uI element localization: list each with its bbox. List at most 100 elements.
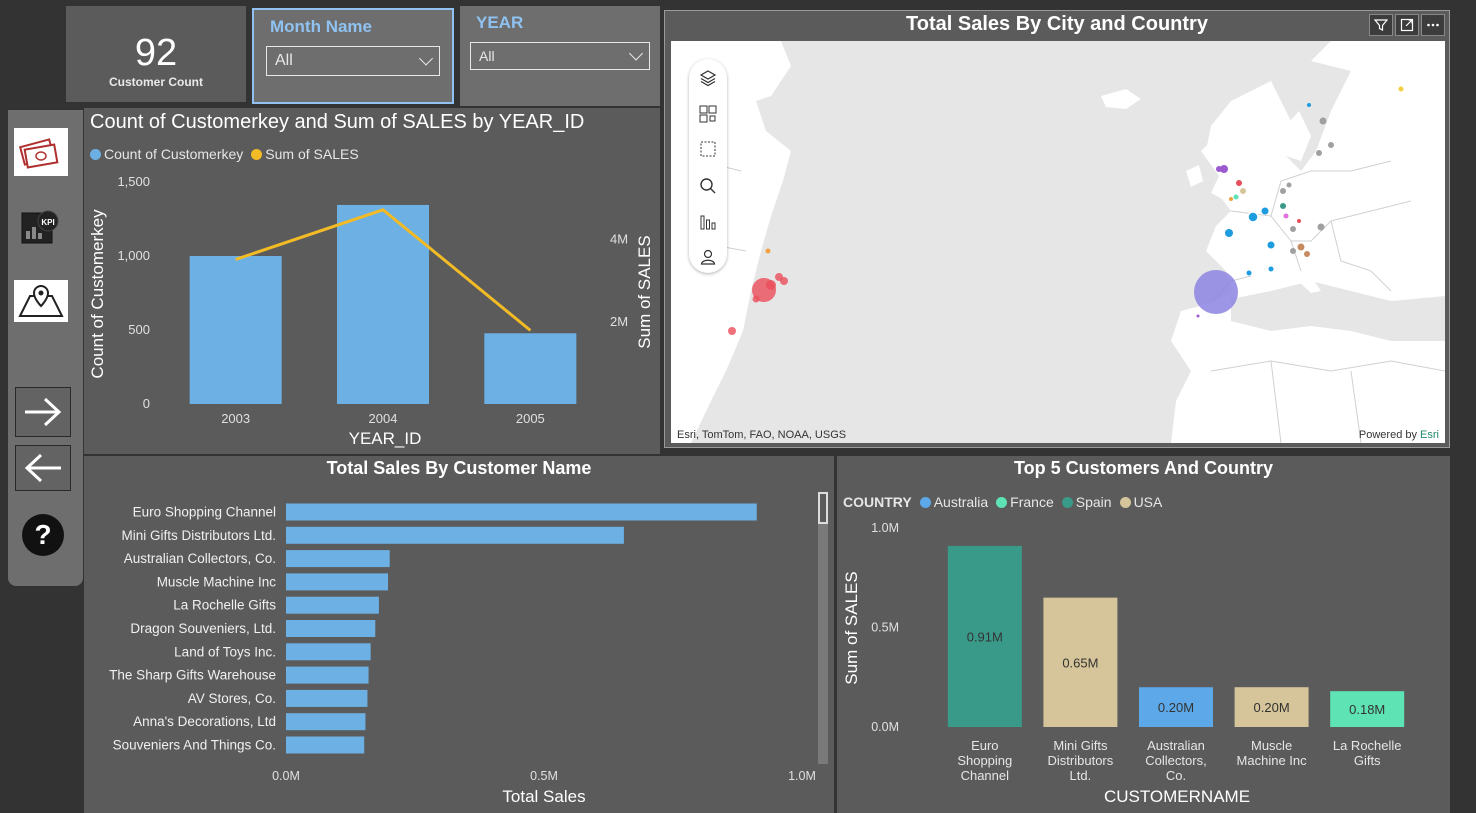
map-bubbles xyxy=(728,86,1404,335)
customer-bar[interactable] xyxy=(286,643,371,661)
top5-title: Top 5 Customers And Country xyxy=(1013,458,1273,478)
top5-bar[interactable] xyxy=(1330,691,1405,727)
x-axis-title: YEAR_ID xyxy=(349,429,422,448)
customer-sales-title: Total Sales By Customer Name xyxy=(326,458,592,478)
x-tick-label: Distributors xyxy=(1048,753,1114,768)
x-tick-label: Machine Inc xyxy=(1237,753,1308,768)
data-label: 0.18M xyxy=(1349,702,1385,717)
map-powered-by: Powered by Esri xyxy=(1358,429,1439,441)
combo-chart: 0 500 1,000 1,500 2M 4M 2003 2004 2005 YEAR_ID Cou… xyxy=(88,174,654,448)
y-axis-title: Count of Customerkey xyxy=(88,209,107,379)
y-tick-label: 0.5M xyxy=(871,621,899,635)
x-tick-label: Australian xyxy=(1147,738,1205,753)
year-dropdown[interactable]: All xyxy=(470,42,650,70)
y-tick-label: 0.0M xyxy=(871,720,899,734)
map-attribution: Esri, TomTom, FAO, NOAA, USGS xyxy=(677,429,847,441)
y-tick-label: 1,500 xyxy=(117,174,150,189)
customer-label: The Sharp Gifts Warehouse xyxy=(109,668,276,683)
customer-count-label: Customer Count xyxy=(109,75,203,89)
arrow-left-icon[interactable] xyxy=(15,445,71,491)
x-tick-label: La Rochelle xyxy=(1333,738,1402,753)
more-options-icon[interactable] xyxy=(1421,14,1445,36)
person-icon[interactable] xyxy=(689,247,727,267)
x-tick-label: Channel xyxy=(961,768,1010,783)
y-tick-label: 0 xyxy=(143,396,150,411)
y-tick-label: 1,000 xyxy=(117,248,150,263)
customer-bar[interactable] xyxy=(286,573,389,591)
bar-2004[interactable] xyxy=(337,204,429,404)
x-tick-label: Shopping xyxy=(957,753,1012,768)
esri-link[interactable]: Esri xyxy=(1420,429,1439,441)
y2-tick-label: 4M xyxy=(610,232,628,247)
month-slicer-title: Month Name xyxy=(270,17,372,36)
x-tick-label: Gifts xyxy=(1354,753,1381,768)
visual-header xyxy=(1367,14,1445,36)
qr-select-icon[interactable] xyxy=(689,104,727,124)
data-label: 0.20M xyxy=(1254,700,1290,715)
sales-icon[interactable] xyxy=(14,128,68,176)
combo-legend: Count of Customerkey Sum of SALES xyxy=(90,146,367,162)
x-tick-label: Collectors, xyxy=(1145,753,1206,768)
map-canvas[interactable]: Esri, TomTom, FAO, NOAA, USGS Powered by… xyxy=(671,41,1445,443)
customer-label: Souveniers And Things Co. xyxy=(113,738,276,753)
combo-chart-panel: Count of Customerkey and Sum of SALES by… xyxy=(84,108,660,454)
y-axis-title: Sum of SALES xyxy=(842,571,861,684)
y2-tick-label: 2M xyxy=(610,314,628,329)
year-slicer-title: YEAR xyxy=(476,13,524,32)
customer-bar[interactable] xyxy=(286,596,379,614)
customer-bar[interactable] xyxy=(286,620,376,637)
search-icon[interactable] xyxy=(689,176,727,196)
customer-count-card: 92 Customer Count xyxy=(66,6,246,102)
legend-spain: Spain xyxy=(1061,494,1112,510)
customer-bar[interactable] xyxy=(286,666,369,684)
customer-sales-chart: Euro Shopping Channel Mini Gifts Distribu… xyxy=(109,503,816,806)
legend-australia: Australia xyxy=(919,494,988,510)
help-icon[interactable]: ? xyxy=(20,512,66,558)
sales-line[interactable] xyxy=(235,208,532,332)
customer-bar[interactable] xyxy=(286,736,365,754)
bar-2005[interactable] xyxy=(484,333,577,404)
customer-bar[interactable] xyxy=(286,503,757,521)
month-dropdown-value: All xyxy=(275,52,293,69)
bubble-madrid xyxy=(1194,270,1238,314)
top5-bar[interactable] xyxy=(1139,687,1213,727)
map-pin-icon[interactable] xyxy=(14,280,68,322)
focus-mode-icon[interactable] xyxy=(1395,14,1419,36)
map-title: Total Sales By City and Country xyxy=(906,13,1208,35)
y2-axis-title: Sum of SALES xyxy=(635,235,654,348)
customer-bar[interactable] xyxy=(286,713,366,731)
x-tick-label: Muscle xyxy=(1251,738,1292,753)
legend-sales: Sum of SALES xyxy=(251,146,359,162)
x-tick-label: Euro xyxy=(971,738,998,753)
month-dropdown[interactable]: All xyxy=(266,46,440,76)
svg-text:KPI: KPI xyxy=(41,218,54,227)
scrollbar-thumb[interactable] xyxy=(818,492,828,524)
top5-bar[interactable] xyxy=(947,545,1022,727)
x-tick-label: 2004 xyxy=(369,411,398,426)
kpi-icon[interactable]: KPI xyxy=(18,206,64,252)
customer-bar[interactable] xyxy=(286,550,390,568)
legend-title: COUNTRY xyxy=(843,494,912,510)
bar-2003[interactable] xyxy=(189,256,282,404)
month-slicer: Month Name All xyxy=(252,8,454,104)
top5-bar[interactable] xyxy=(1043,597,1118,727)
scrollbar[interactable] xyxy=(818,492,828,764)
data-label: 0.91M xyxy=(967,629,1003,644)
customer-bar[interactable] xyxy=(286,526,624,544)
customer-bar[interactable] xyxy=(286,689,368,707)
filter-icon[interactable] xyxy=(1369,14,1393,36)
legend-usa: USA xyxy=(1119,494,1162,510)
rectangle-select-icon[interactable] xyxy=(689,139,727,159)
x-tick-label: 0.5M xyxy=(530,769,558,783)
chevron-down-icon xyxy=(418,51,434,66)
layers-icon[interactable] xyxy=(689,68,727,88)
top5-legend: COUNTRY Australia France Spain USA xyxy=(843,494,1170,510)
x-axis-title: CUSTOMERNAME xyxy=(1104,787,1250,806)
svg-text:?: ? xyxy=(34,519,51,550)
top5-bar[interactable] xyxy=(1234,687,1309,727)
x-tick-label: Ltd. xyxy=(1070,768,1092,783)
arrow-right-icon[interactable] xyxy=(15,387,71,437)
bar-chart-icon[interactable] xyxy=(689,212,727,232)
year-slicer: YEAR All xyxy=(460,6,660,106)
legend-france: France xyxy=(996,494,1054,510)
